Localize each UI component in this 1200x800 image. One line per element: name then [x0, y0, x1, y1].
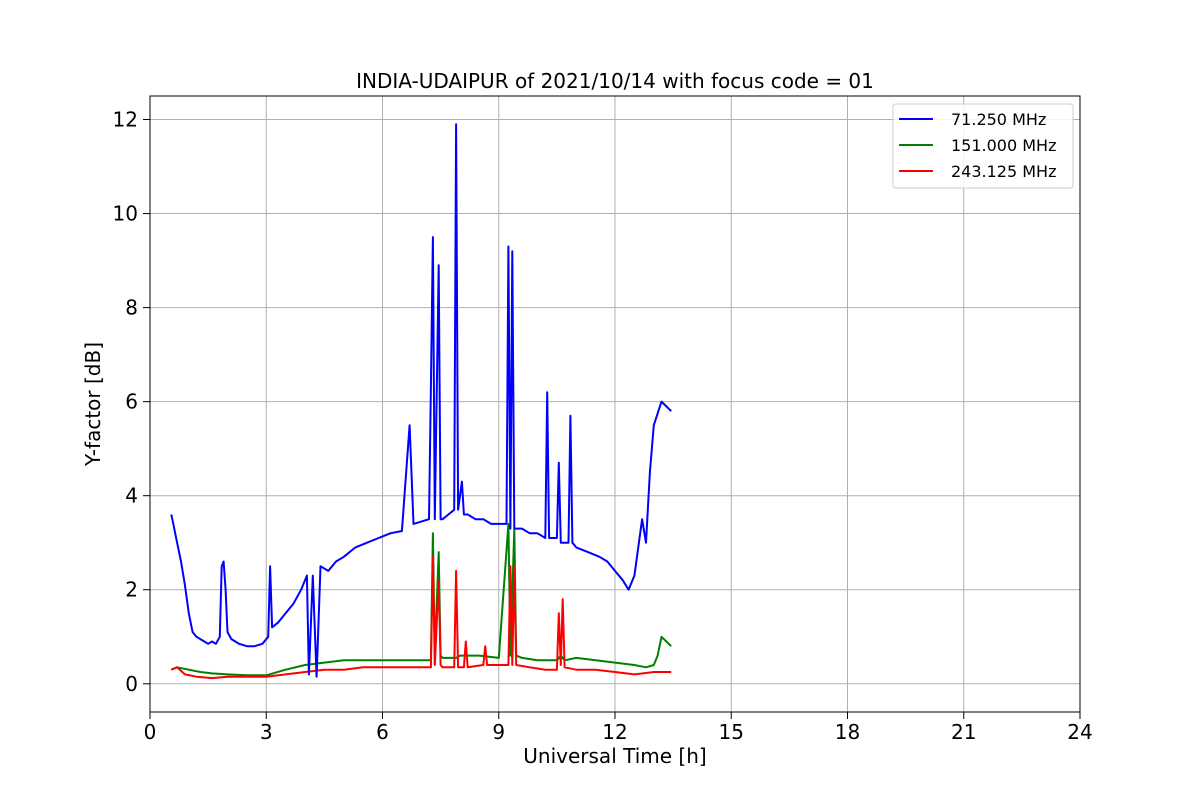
- legend-label: 243.125 MHz: [951, 162, 1056, 181]
- x-tick-label: 18: [835, 720, 860, 744]
- y-tick-label: 0: [125, 672, 138, 696]
- x-tick-label: 6: [376, 720, 389, 744]
- legend-label: 151.000 MHz: [951, 136, 1056, 155]
- plot-series: [170, 123, 672, 680]
- series-line-71-250-mhz: [170, 123, 672, 678]
- grid: [149, 96, 1081, 712]
- y-tick-label: 8: [125, 296, 138, 320]
- series-line-151-000-mhz: [170, 522, 672, 677]
- x-tick-label: 15: [719, 720, 744, 744]
- y-axis: 0 2 4 6 8 10 12: [113, 108, 150, 696]
- y-axis-label: Y-factor [dB]: [81, 342, 105, 467]
- x-tick-label: 12: [602, 720, 627, 744]
- series-line-243-125-mhz: [170, 555, 672, 680]
- legend-frame: [892, 103, 1074, 189]
- x-tick-label: 9: [492, 720, 505, 744]
- legend-label: 71.250 MHz: [951, 110, 1046, 129]
- x-axis-label: Universal Time [h]: [523, 744, 706, 768]
- x-tick-label: 24: [1067, 720, 1092, 744]
- legend: 71.250 MHz 151.000 MHz 243.125 MHz: [892, 103, 1074, 189]
- y-tick-label: 6: [125, 390, 138, 414]
- y-tick-label: 12: [113, 108, 138, 132]
- x-axis: 0 3 6 9 12 15 18 21 24: [144, 712, 1093, 744]
- y-tick-label: 10: [113, 202, 138, 226]
- y-tick-label: 2: [125, 578, 138, 602]
- chart-title: INDIA-UDAIPUR of 2021/10/14 with focus c…: [356, 69, 874, 93]
- x-tick-label: 3: [260, 720, 273, 744]
- y-tick-label: 4: [125, 484, 138, 508]
- x-tick-label: 0: [144, 720, 157, 744]
- x-tick-label: 21: [951, 720, 976, 744]
